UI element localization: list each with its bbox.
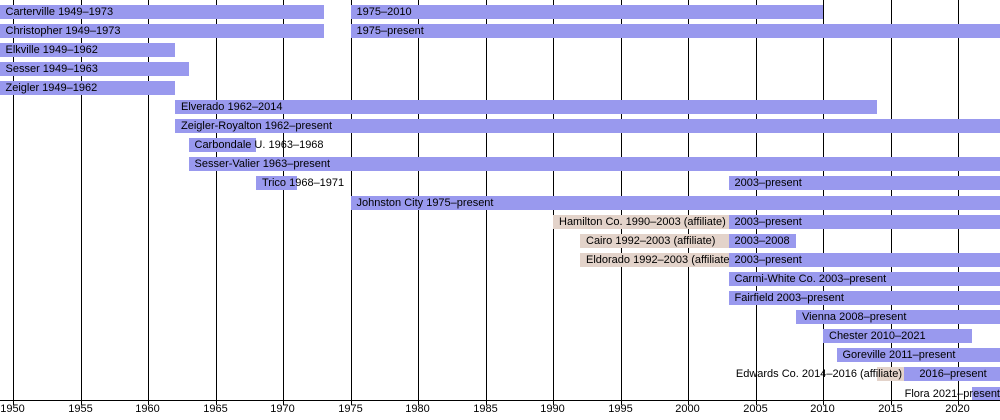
axis-tick-2020 (957, 401, 959, 405)
timeline-bar-carterville: Carterville 1949–1973 (0, 4, 324, 19)
axis-tick-1980 (417, 401, 419, 405)
axis-tick-1965 (215, 401, 217, 405)
axis-tick-1950 (12, 401, 14, 405)
timeline-bar-zeigler: Zeigler 1949–1962 (0, 80, 175, 95)
grid-line-1970 (282, 0, 284, 400)
bar-label-zeigler-royalton: Zeigler-Royalton 1962–present (181, 120, 333, 133)
timeline-bar-christopher: Christopher 1949–1973 (0, 23, 324, 38)
timeline-bar-carmi-white-co: Carmi-White Co. 2003–present (728, 271, 1000, 286)
axis-tick-label-1995: 1995 (608, 403, 633, 415)
bar-label-edwards-co: Edwards Co. 2014–2016 (affiliate) (735, 368, 902, 381)
bar-label-christopher-2: 1975–present (356, 24, 424, 37)
axis-tick-label-1955: 1955 (68, 403, 93, 415)
bar-label-edwards-co-2: 2016–present (919, 368, 987, 381)
axis-tick-label-2020: 2020 (945, 403, 970, 415)
bar-label-flora: Flora 2021–present (904, 387, 1000, 400)
axis-tick-2000 (687, 401, 689, 405)
axis-tick-label-1950: 1950 (0, 403, 25, 415)
axis-tick-label-1960: 1960 (135, 403, 160, 415)
axis-tick-label-1990: 1990 (540, 403, 565, 415)
axis-tick-label-2010: 2010 (810, 403, 835, 415)
bar-label-elkville: Elkville 1949–1962 (5, 43, 98, 56)
axis-tick-1990 (552, 401, 554, 405)
timeline-bar-johnston-city: Johnston City 1975–present (350, 195, 1000, 210)
timeline-bar-sesser-valier: Sesser-Valier 1963–present (188, 157, 1000, 172)
timeline-bar-eldorado: Eldorado 1992–2003 (affiliate) (580, 252, 733, 267)
timeline-bar-edwards-co: Edwards Co. 2014–2016 (affiliate) (736, 367, 904, 382)
bar-label-carbondale-u: Carbondale U. 1963–1968 (194, 139, 324, 152)
timeline-bar-goreville: Goreville 2011–present (836, 348, 1000, 363)
axis-tick-label-1985: 1985 (473, 403, 498, 415)
grid-line-1960 (147, 0, 149, 400)
timeline-bar-sesser: Sesser 1949–1963 (0, 61, 189, 76)
axis-tick-label-2005: 2005 (743, 403, 768, 415)
bar-label-hamilton-co-2: 2003–present (734, 215, 802, 228)
axis-tick-label-1970: 1970 (270, 403, 295, 415)
axis-tick-label-1965: 1965 (203, 403, 228, 415)
bar-label-christopher: Christopher 1949–1973 (5, 24, 121, 37)
timeline-bar-cairo-2: 2003–2008 (728, 233, 796, 248)
axis-tick-label-1980: 1980 (405, 403, 430, 415)
axis-tick-1975 (350, 401, 352, 405)
axis-tick-1955 (80, 401, 82, 405)
bar-label-trico-2: 2003–present (734, 177, 802, 190)
timeline-bar-eldorado-2: 2003–present (728, 252, 1000, 267)
timeline-bar-vienna: Vienna 2008–present (796, 310, 1000, 325)
axis-tick-2015 (890, 401, 892, 405)
bar-label-carterville: Carterville 1949–1973 (5, 5, 114, 18)
bar-label-trico: Trico 1968–1971 (262, 177, 345, 190)
timeline-bar-carterville-2: 1975–2010 (350, 4, 823, 19)
bar-label-eldorado: Eldorado 1992–2003 (affiliate) (586, 253, 734, 266)
axis-tick-label-2000: 2000 (675, 403, 700, 415)
bar-label-zeigler: Zeigler 1949–1962 (5, 81, 98, 94)
bar-label-carmi-white-co: Carmi-White Co. 2003–present (734, 272, 887, 285)
bar-label-cairo: Cairo 1992–2003 (affiliate) (586, 234, 716, 247)
axis-tick-2010 (822, 401, 824, 405)
axis-tick-1960 (147, 401, 149, 405)
timeline-bar-flora: Flora 2021–present (905, 386, 1000, 401)
axis-tick-label-1975: 1975 (338, 403, 363, 415)
timeline-bar-christopher-2: 1975–present (350, 23, 1000, 38)
bar-label-elverado: Elverado 1962–2014 (181, 101, 283, 113)
timeline-bar-elverado: Elverado 1962–2014 (175, 100, 877, 114)
timeline-bar-fairfield: Fairfield 2003–present (728, 291, 1000, 305)
axis-tick-1995 (620, 401, 622, 405)
timeline-bar-chester: Chester 2010–2021 (823, 329, 972, 344)
timeline-bar-trico: Trico 1968–1971 (256, 176, 344, 191)
timeline-bar-carbondale-u: Carbondale U. 1963–1968 (188, 138, 324, 153)
axis-tick-1985 (485, 401, 487, 405)
timeline-bar-hamilton-co: Hamilton Co. 1990–2003 (affiliate) (553, 214, 729, 229)
bar-label-goreville: Goreville 2011–present (842, 349, 956, 362)
bar-label-eldorado-2: 2003–present (734, 253, 802, 266)
timeline-bar-zeigler-royalton: Zeigler-Royalton 1962–present (175, 119, 1000, 134)
bar-label-hamilton-co: Hamilton Co. 1990–2003 (affiliate) (559, 215, 726, 228)
bar-label-vienna: Vienna 2008–present (802, 311, 907, 324)
timeline-bar-trico-2: 2003–present (728, 176, 1000, 191)
bar-label-fairfield: Fairfield 2003–present (734, 292, 844, 304)
grid-line-1965 (215, 0, 217, 400)
bar-label-johnston-city: Johnston City 1975–present (356, 196, 494, 209)
timeline-bar-cairo: Cairo 1992–2003 (affiliate) (580, 233, 729, 248)
timeline-bar-hamilton-co-2: 2003–present (728, 214, 1000, 229)
axis-tick-2005 (755, 401, 757, 405)
axis-tick-1970 (282, 401, 284, 405)
bar-label-sesser-valier: Sesser-Valier 1963–present (194, 158, 331, 171)
timeline-bar-edwards-co-2: 2016–present (904, 367, 1000, 382)
grid-line-1950 (12, 0, 14, 400)
grid-line-1955 (80, 0, 82, 400)
bar-label-carterville-2: 1975–2010 (356, 5, 412, 18)
bar-label-chester: Chester 2010–2021 (829, 330, 926, 343)
x-axis-line (0, 400, 1000, 401)
axis-tick-label-2015: 2015 (878, 403, 903, 415)
bar-label-sesser: Sesser 1949–1963 (5, 62, 98, 75)
timeline-bar-elkville: Elkville 1949–1962 (0, 42, 175, 57)
bar-label-cairo-2: 2003–2008 (734, 234, 790, 247)
